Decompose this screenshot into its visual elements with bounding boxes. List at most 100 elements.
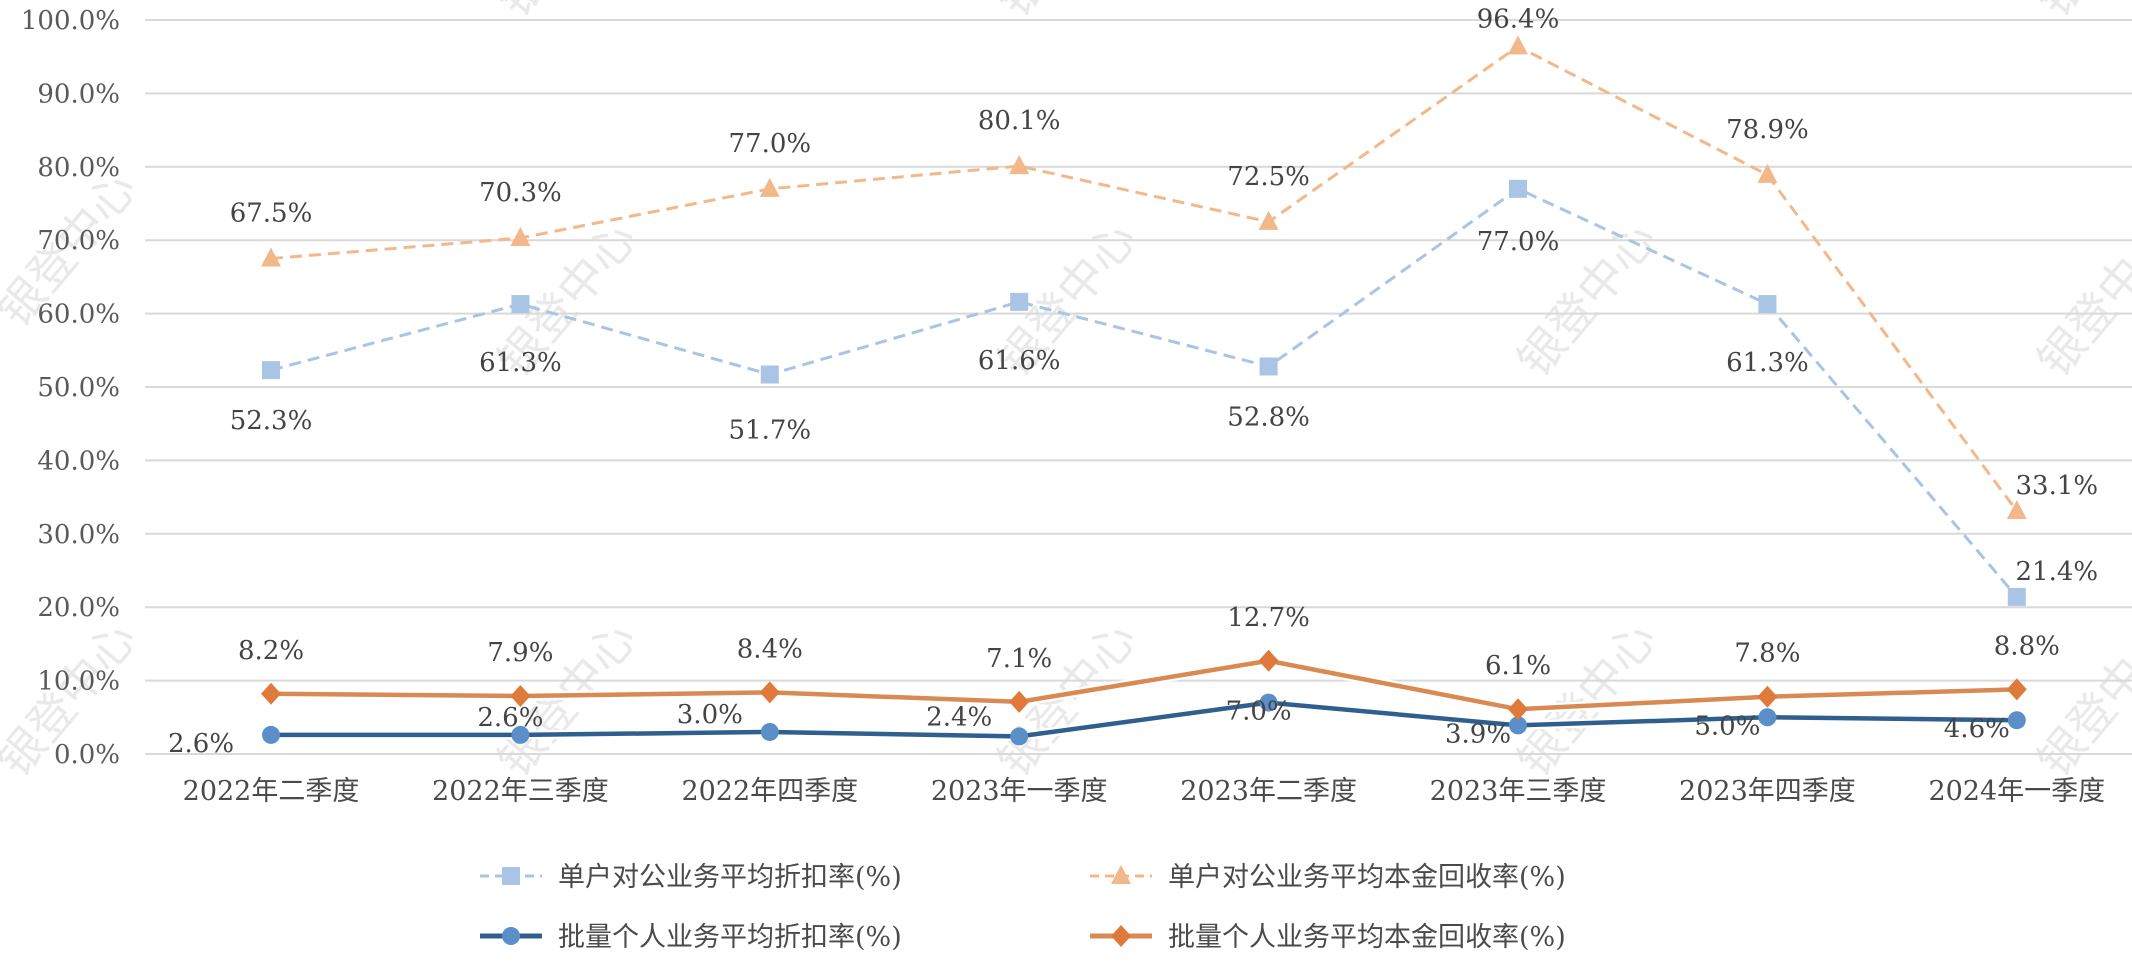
series-line xyxy=(270,44,2019,512)
legend-item[interactable]: 单户对公业务平均本金回收率(%) xyxy=(1090,862,1566,893)
diamond-marker xyxy=(261,682,281,705)
data-label: 3.0% xyxy=(677,700,743,730)
data-label: 61.3% xyxy=(479,348,562,378)
gridlines xyxy=(145,19,2132,755)
data-label: 4.6% xyxy=(1944,714,2010,744)
diamond-marker xyxy=(1508,698,1528,721)
series-1 xyxy=(261,35,2027,520)
legend: 单户对公业务平均折扣率(%) 单户对公业务平均本金回收率(%) 批量个人业务平均折扣… xyxy=(480,862,1566,953)
data-label: 2.4% xyxy=(926,702,992,732)
data-label: 77.0% xyxy=(1477,227,1560,257)
legend-label: 批量个人业务平均本金回收率(%) xyxy=(1168,922,1566,953)
data-label: 61.6% xyxy=(978,346,1061,376)
diamond-marker xyxy=(510,685,531,708)
data-label: 72.5% xyxy=(1227,162,1310,192)
data-label: 51.7% xyxy=(728,416,811,446)
series-0 xyxy=(262,179,2026,606)
legend-label: 单户对公业务平均本金回收率(%) xyxy=(1168,862,1566,893)
diamond-marker xyxy=(2006,678,2027,701)
data-label: 6.1% xyxy=(1485,651,1551,681)
triangle-marker xyxy=(1757,163,1778,183)
x-tick-label: 2023年二季度 xyxy=(1180,776,1357,807)
data-label: 61.3% xyxy=(1726,348,1809,378)
data-label: 8.2% xyxy=(238,636,304,666)
x-tick-label: 2022年二季度 xyxy=(183,776,360,807)
data-label: 67.5% xyxy=(230,199,313,229)
series-line xyxy=(270,187,2018,598)
data-label: 7.0% xyxy=(1226,697,1292,727)
x-tick-label: 2023年一季度 xyxy=(931,776,1108,807)
legend-item[interactable]: 批量个人业务平均折扣率(%) xyxy=(480,922,902,953)
diamond-marker xyxy=(1009,690,1030,713)
data-label: 8.8% xyxy=(1994,631,2060,661)
circle-marker xyxy=(1259,693,1278,712)
square-marker xyxy=(262,361,280,380)
data-label: 80.1% xyxy=(978,106,1061,136)
triangle-marker xyxy=(1009,155,1030,175)
data-label: 96.4% xyxy=(1477,4,1560,34)
data-label: 78.9% xyxy=(1726,115,1809,145)
circle-marker xyxy=(760,722,779,741)
triangle-marker xyxy=(510,226,531,246)
watermark-text: 银登中心 xyxy=(2027,211,2132,387)
square-marker xyxy=(1758,295,1777,314)
diamond-marker xyxy=(1111,925,1131,947)
circle-marker xyxy=(2007,711,2026,730)
series-line xyxy=(270,658,2017,712)
diamond-marker xyxy=(1757,685,1778,708)
square-marker xyxy=(1509,179,1527,198)
data-labels: 52.3% 61.3% 51.7% 61.6% 52.8% 77.0% 61.3% 21.4%… xyxy=(168,4,2098,758)
triangle-marker xyxy=(1111,865,1131,884)
data-label: 7.9% xyxy=(487,638,553,668)
x-tick-label: 2023年三季度 xyxy=(1430,776,1607,807)
y-tick-label: 40.0% xyxy=(37,446,120,476)
data-label: 2.6% xyxy=(168,729,234,759)
y-tick-label: 0.0% xyxy=(54,740,120,770)
legend-item[interactable]: 批量个人业务平均本金回收率(%) xyxy=(1090,922,1566,953)
square-marker xyxy=(760,365,779,384)
x-tick-label: 2024年一季度 xyxy=(1928,776,2105,807)
diamond-marker xyxy=(1258,649,1279,672)
y-tick-label: 10.0% xyxy=(37,667,120,697)
legend-item[interactable]: 单户对公业务平均折扣率(%) xyxy=(480,862,902,893)
data-label: 52.8% xyxy=(1227,402,1310,432)
legend-label: 批量个人业务平均折扣率(%) xyxy=(558,922,902,953)
series-layer xyxy=(261,35,2027,746)
triangle-marker xyxy=(759,177,780,197)
diamond-marker xyxy=(759,681,780,704)
triangle-marker xyxy=(1258,210,1279,230)
data-label: 52.3% xyxy=(230,406,313,436)
square-marker xyxy=(511,295,530,314)
y-tick-label: 30.0% xyxy=(37,520,120,550)
series-2 xyxy=(262,693,2026,746)
circle-marker xyxy=(511,725,530,744)
series-line xyxy=(271,700,2017,739)
watermark-text: 银登中心 xyxy=(987,0,1147,27)
data-label: 8.4% xyxy=(737,634,803,664)
circle-marker xyxy=(1010,727,1029,746)
y-tick-label: 100.0% xyxy=(21,6,120,36)
x-axis: 2022年二季度 2022年三季度 2022年四季度 2023年一季度 2023年二季度… xyxy=(183,776,2106,807)
y-tick-label: 50.0% xyxy=(37,373,120,403)
triangle-marker xyxy=(261,247,281,267)
data-label: 21.4% xyxy=(2015,557,2098,587)
circle-marker xyxy=(1509,716,1527,735)
square-marker xyxy=(1259,357,1278,376)
data-label: 77.0% xyxy=(728,129,811,159)
data-label: 7.1% xyxy=(986,644,1052,674)
circle-marker xyxy=(502,927,520,945)
watermark-text: 银登中心 xyxy=(2027,0,2132,27)
y-tick-label: 20.0% xyxy=(37,593,120,623)
watermark-text: 银登中心 xyxy=(487,0,647,27)
square-marker xyxy=(1010,292,1029,311)
legend-label: 单户对公业务平均折扣率(%) xyxy=(558,862,902,893)
data-label: 70.3% xyxy=(479,178,562,208)
series-3 xyxy=(261,649,2027,721)
square-marker xyxy=(2007,587,2026,606)
y-tick-label: 90.0% xyxy=(37,79,120,109)
triangle-marker xyxy=(2006,500,2027,520)
x-tick-label: 2022年三季度 xyxy=(432,776,609,807)
data-label: 33.1% xyxy=(2015,471,2098,501)
